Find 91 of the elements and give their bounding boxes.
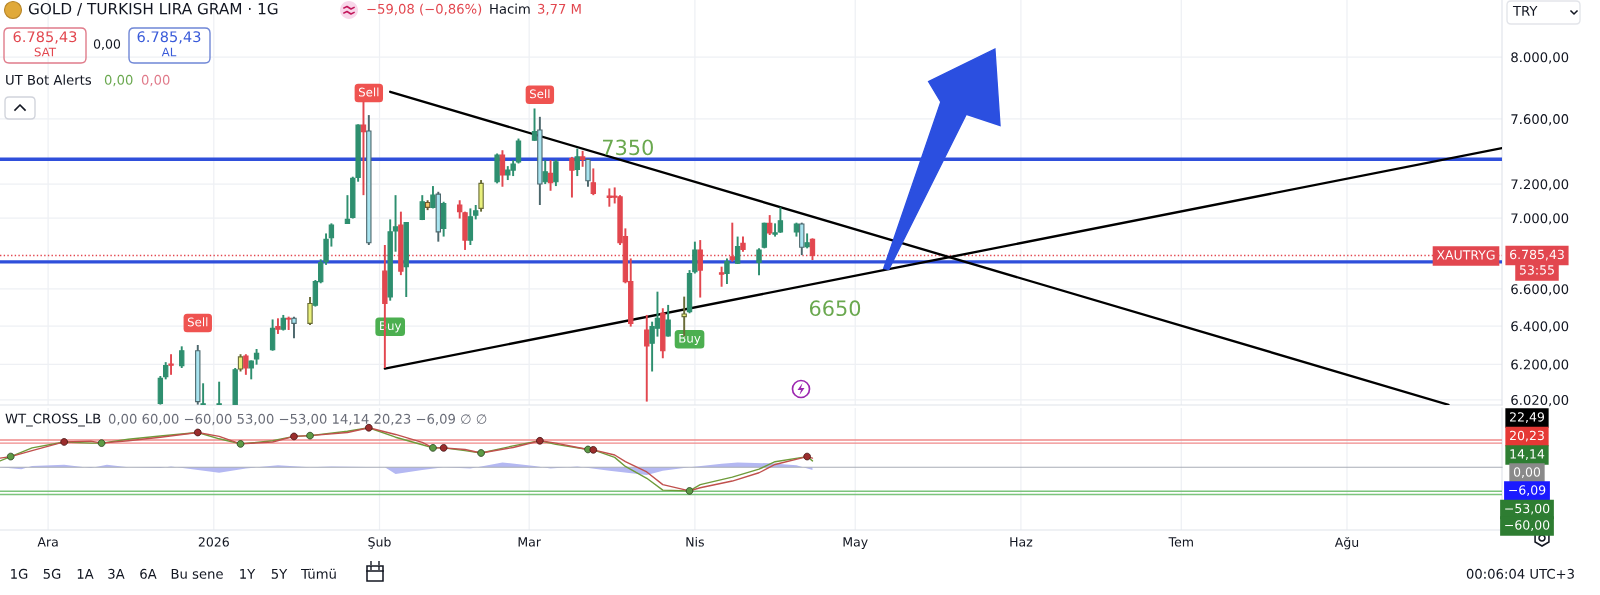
annotation: 6.785,43: [137, 31, 201, 44]
candlestick: [734, 235, 741, 265]
ref-line-label: 6.785,43: [1510, 249, 1564, 261]
text: 5Y: [271, 569, 288, 579]
annotation: Buy: [679, 333, 701, 345]
candlestick: [574, 147, 580, 178]
y-tick-label: 7.000,00: [1511, 213, 1569, 225]
annotation: 0,00: [141, 74, 170, 87]
x-tick-label: Mar: [518, 537, 541, 547]
candlestick: [767, 214, 773, 236]
x-tick-label: Haz: [1010, 537, 1033, 547]
annotation: 0,00: [93, 39, 121, 50]
text: Bu sene: [171, 569, 223, 579]
candlestick: [179, 345, 185, 369]
x-tick-label: May: [843, 537, 868, 550]
y-tick-label: 8.000,00: [1511, 52, 1569, 64]
text: −60,00: [1505, 520, 1550, 531]
text: 1A: [77, 569, 94, 579]
candlestick: [756, 247, 762, 277]
x-tick-label: Ağu: [1334, 536, 1359, 550]
annotation: 0,00: [104, 74, 133, 87]
text: 22,49: [1510, 412, 1545, 423]
candlestick: [644, 313, 650, 403]
candlestick: [248, 359, 254, 381]
candlestick: [718, 265, 725, 288]
candlestick: [665, 303, 671, 338]
candlestick: [590, 167, 597, 197]
y-tick-label: 6.400,00: [1511, 321, 1569, 333]
annotation: Hacim: [490, 3, 530, 14]
x-tick-label: Tem: [1168, 537, 1193, 547]
text: 20,23: [1510, 430, 1544, 442]
annotation: 3,77 M: [538, 3, 581, 16]
candlestick: [269, 318, 276, 352]
annotation: Sell: [529, 89, 550, 99]
chart-title: WT_CROSS_LB: [5, 413, 101, 427]
x-tick-label: Şub: [368, 536, 391, 549]
chart-subtitle: 0,00 60,00 −60,00 53,00 −53,00 14,14 20,23 −6,09 ∅ ∅: [108, 413, 487, 426]
candlestick: [531, 107, 538, 142]
annotation: 6650: [809, 300, 861, 317]
text: −53,00: [1505, 503, 1550, 515]
candlestick: [515, 137, 522, 165]
y-tick-label: 6.200,00: [1511, 359, 1569, 371]
candlestick: [216, 380, 222, 405]
y-tick-label: 6.600,00: [1511, 284, 1569, 296]
text: 1Y: [240, 569, 256, 579]
candlestick: [168, 353, 174, 376]
text: 1G: [11, 568, 28, 579]
annotation: Sell: [358, 87, 379, 97]
x-tick-label: Nis: [686, 536, 704, 547]
y-tick-label: 6.020,00: [1511, 395, 1569, 407]
text: 00:06:04 UTC+3: [1466, 568, 1574, 579]
x-tick-label: 2026: [198, 537, 229, 547]
candlestick: [499, 149, 506, 188]
candlestick: [392, 194, 399, 253]
candlestick: [360, 100, 367, 197]
y-tick-label: 7.200,00: [1511, 179, 1569, 191]
annotation: −59,08 (−0,86%): [367, 3, 482, 16]
text: TRY: [1512, 6, 1538, 16]
annotation: Sell: [187, 317, 208, 327]
ref-line-label: 7350: [603, 139, 653, 156]
candlestick: [724, 257, 730, 285]
chart-title: GOLD / TURKISH LIRA GRAM · 1G: [28, 2, 278, 16]
candlestick: [291, 315, 297, 340]
candlestick: [553, 158, 559, 188]
x-tick-label: Ara: [37, 537, 58, 547]
annotation: UT Bot Alerts: [6, 74, 92, 85]
candlestick: [569, 155, 575, 199]
text: 14,14: [1510, 449, 1545, 460]
candlestick: [467, 207, 474, 246]
candlestick: [547, 159, 554, 192]
candlestick: [419, 194, 425, 222]
text: −6,09: [1509, 485, 1546, 496]
candlestick: [344, 194, 351, 225]
text: 53:55: [1519, 265, 1554, 275]
text: 5G: [43, 568, 61, 579]
annotation: AL: [161, 47, 177, 57]
y-tick-label: 7.600,00: [1511, 114, 1569, 126]
annotation: XAUTRYG: [1436, 250, 1495, 260]
candlestick: [799, 221, 805, 257]
candlestick: [809, 237, 816, 262]
annotation: 6.785,43: [13, 31, 77, 44]
text: 3A: [108, 568, 125, 579]
candlestick: [585, 157, 591, 188]
candlestick: [200, 382, 206, 405]
text: Tümü: [301, 568, 336, 579]
candlestick: [542, 159, 548, 186]
annotation: SAT: [34, 47, 57, 57]
text: 6A: [140, 568, 157, 579]
text: 0,00: [1513, 467, 1541, 478]
candlestick: [307, 296, 313, 326]
candlestick: [243, 353, 249, 376]
